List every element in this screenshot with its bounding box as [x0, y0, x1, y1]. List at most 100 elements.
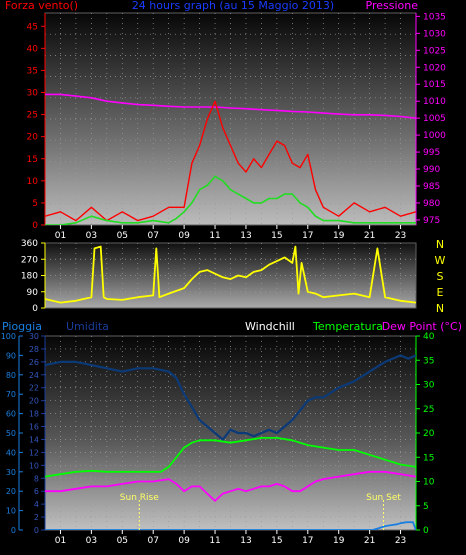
pressure-tick-label: 1035 — [423, 12, 446, 22]
temperature-tick-label: 25 — [423, 405, 434, 415]
compass-label: S — [437, 270, 444, 283]
hour-label: 07 — [147, 536, 158, 546]
pressure-tick-label: 975 — [423, 216, 440, 226]
wind-speed-tick-label: 35 — [27, 66, 38, 76]
wind-direction-axes: 0 90 180 270 360 — [21, 239, 46, 314]
temperature-plot-area — [44, 335, 417, 531]
wind-speed-tick-label: 30 — [27, 89, 39, 99]
pressure-line — [45, 93, 416, 119]
temperature-tick-label: 0 — [423, 526, 429, 536]
humidity-tick-label: 14 — [29, 435, 39, 444]
temperature-tick-label: 40 — [423, 332, 435, 342]
humidity-tick-label: 6 — [34, 487, 39, 496]
hour-label: 01 — [55, 231, 66, 241]
hour-label: 21 — [364, 231, 375, 241]
hour-label: 23 — [395, 231, 406, 241]
pressure-tick-label: 1030 — [423, 29, 446, 39]
dew-point-line — [45, 470, 416, 502]
wind-direction-line — [45, 245, 416, 304]
sun-marker-label: Sun Set — [366, 493, 401, 503]
hour-label: 19 — [333, 536, 345, 546]
wind-pressure-grid — [45, 13, 416, 225]
hour-label: 15 — [271, 536, 282, 546]
rain-tick-label: 80 — [6, 371, 16, 380]
humidity-tick-label: 12 — [29, 448, 39, 457]
dew-point-legend: Dew Point (°C) — [382, 320, 462, 333]
pressure-tick-label: 995 — [423, 148, 440, 158]
temperature-line — [45, 437, 416, 478]
compass-label: N — [436, 238, 444, 251]
rain-line — [45, 521, 416, 530]
rain-tick-label: 100 — [1, 332, 16, 341]
temperature-tick-label: 35 — [423, 356, 434, 366]
wind-speed-line — [45, 100, 416, 222]
hour-label: 01 — [55, 536, 66, 546]
wind-speed-tick-label: 40 — [27, 44, 39, 54]
wind-direction-series — [45, 245, 416, 304]
hour-label: 05 — [117, 231, 128, 241]
rain-tick-label: 90 — [6, 351, 16, 360]
hour-label: 07 — [147, 231, 158, 241]
humidity-tick-label: 20 — [29, 397, 39, 406]
temperature-tick-label: 20 — [423, 429, 435, 439]
pressure-axis-title: Pressione — [366, 0, 419, 12]
chart-title: 24 hours graph (au 15 Maggio 2013) — [132, 0, 334, 12]
rain-tick-label: 10 — [6, 507, 16, 516]
direction-tick-label: 0 — [32, 304, 38, 314]
compass-label: E — [437, 286, 444, 299]
wind-pressure-axes: 0510152025303540459759809859909951000100… — [27, 12, 447, 241]
wind-direction-grid — [45, 243, 416, 308]
compass-label: N — [436, 302, 444, 315]
rain-tick-label: 70 — [6, 390, 16, 399]
pressure-tick-label: 1005 — [423, 114, 446, 124]
pressure-tick-label: 1015 — [423, 80, 446, 90]
pressure-tick-label: 985 — [423, 182, 440, 192]
pressure-tick-label: 980 — [423, 199, 440, 209]
hour-label: 13 — [240, 231, 251, 241]
hour-label: 19 — [333, 231, 345, 241]
wind-speed-tick-label: 0 — [32, 221, 38, 231]
humidity-tick-label: 28 — [29, 345, 39, 354]
pressure-tick-label: 1025 — [423, 46, 446, 56]
wind-gust-line — [45, 175, 416, 225]
hour-label: 17 — [302, 536, 313, 546]
temperature-series — [45, 354, 416, 530]
rain-tick-label: 30 — [6, 468, 16, 477]
humidity-tick-label: 10 — [29, 461, 39, 470]
humidity-axis-title: Umidita — [66, 320, 109, 333]
wind-pressure-panel: 0510152025303540459759809859909951000100… — [5, 0, 446, 241]
rain-tick-label: 40 — [6, 448, 16, 457]
rain-axis-title: Pioggia — [2, 320, 42, 333]
sun-marker-label: Sun Rise — [120, 493, 159, 503]
hour-label: 05 — [117, 536, 128, 546]
hour-label: 11 — [209, 231, 220, 241]
temperature-tick-label: 15 — [423, 453, 434, 463]
humidity-line — [45, 354, 416, 441]
sun-annotations: Sun Rise Sun Set — [120, 493, 401, 530]
rain-tick-label: 0 — [11, 526, 16, 535]
wind-speed-tick-label: 25 — [27, 111, 38, 121]
humidity-tick-label: 18 — [29, 410, 39, 419]
humidity-tick-label: 0 — [34, 526, 39, 535]
temperature-panel: 0102030405060708090100024681012141618202… — [1, 320, 462, 546]
humidity-tick-label: 22 — [29, 384, 39, 393]
compass-label: W — [435, 254, 446, 267]
hour-label: 09 — [178, 536, 190, 546]
rain-tick-label: 50 — [6, 429, 16, 438]
temperature-axes: 0102030405060708090100024681012141618202… — [1, 332, 435, 546]
hour-label: 03 — [86, 231, 97, 241]
wind-speed-tick-label: 10 — [27, 177, 39, 187]
hour-label: 09 — [178, 231, 190, 241]
pressure-tick-label: 1000 — [423, 131, 446, 141]
wind-speed-tick-label: 20 — [27, 133, 39, 143]
wind-pressure-series — [45, 93, 416, 225]
hour-label: 17 — [302, 231, 313, 241]
hour-label: 03 — [86, 536, 97, 546]
hour-label: 23 — [395, 536, 406, 546]
humidity-tick-label: 4 — [34, 500, 39, 509]
wind-speed-tick-label: 5 — [32, 199, 38, 209]
hour-label: 21 — [364, 536, 375, 546]
